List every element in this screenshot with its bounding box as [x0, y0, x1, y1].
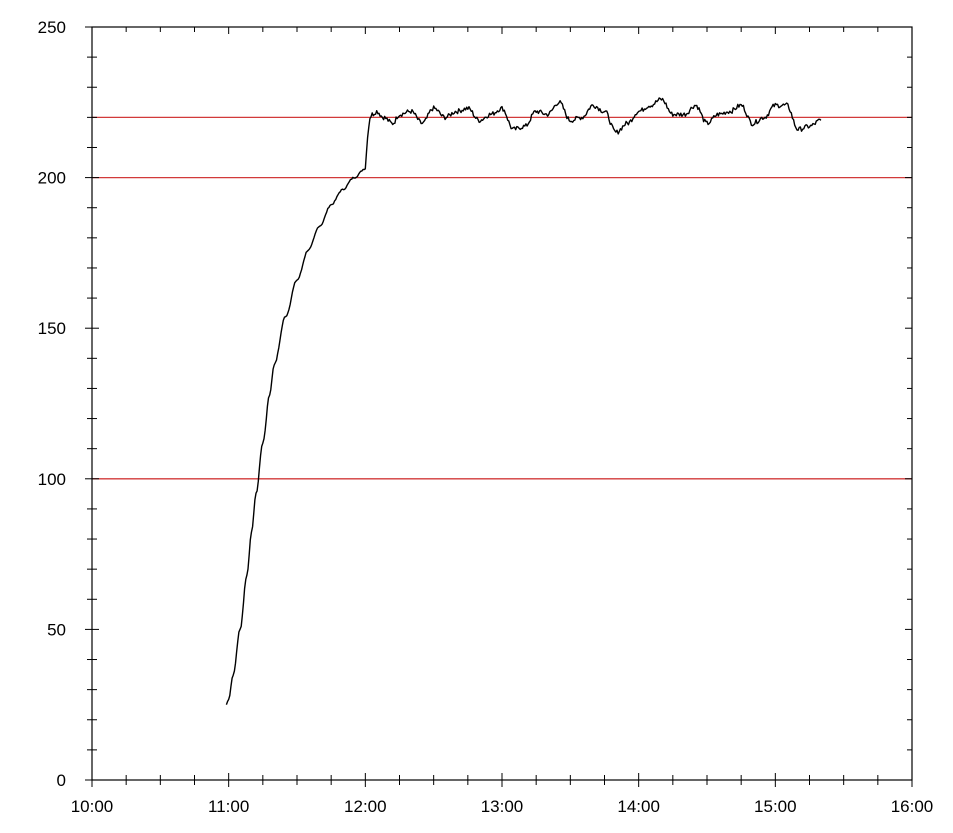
y-tick-label: 150: [38, 319, 66, 338]
x-tick-label: 16:00: [891, 797, 934, 816]
x-tick-label: 15:00: [754, 797, 797, 816]
y-tick-label: 100: [38, 470, 66, 489]
y-tick-labels: 0 50 100 150 200 250: [38, 18, 66, 790]
x-tick-label: 14:00: [617, 797, 660, 816]
y-tick-label: 50: [47, 620, 66, 639]
y-tick-label: 250: [38, 18, 66, 37]
x-tick-label: 10:00: [71, 797, 114, 816]
y-tick-label: 0: [57, 771, 66, 790]
x-tick-label: 11:00: [208, 797, 249, 816]
x-tick-labels: 10:00 11:00 12:00 13:00 14:00 15:00 16:00: [71, 797, 934, 816]
x-tick-label: 12:00: [344, 797, 387, 816]
plot-frame: [91, 26, 913, 781]
series-line-0: [225, 97, 822, 705]
axes: [85, 26, 913, 787]
series-layer: [225, 97, 822, 705]
x-tick-label: 13:00: [481, 797, 524, 816]
y-tick-label: 200: [38, 169, 66, 188]
reference-lines: [92, 116, 912, 480]
